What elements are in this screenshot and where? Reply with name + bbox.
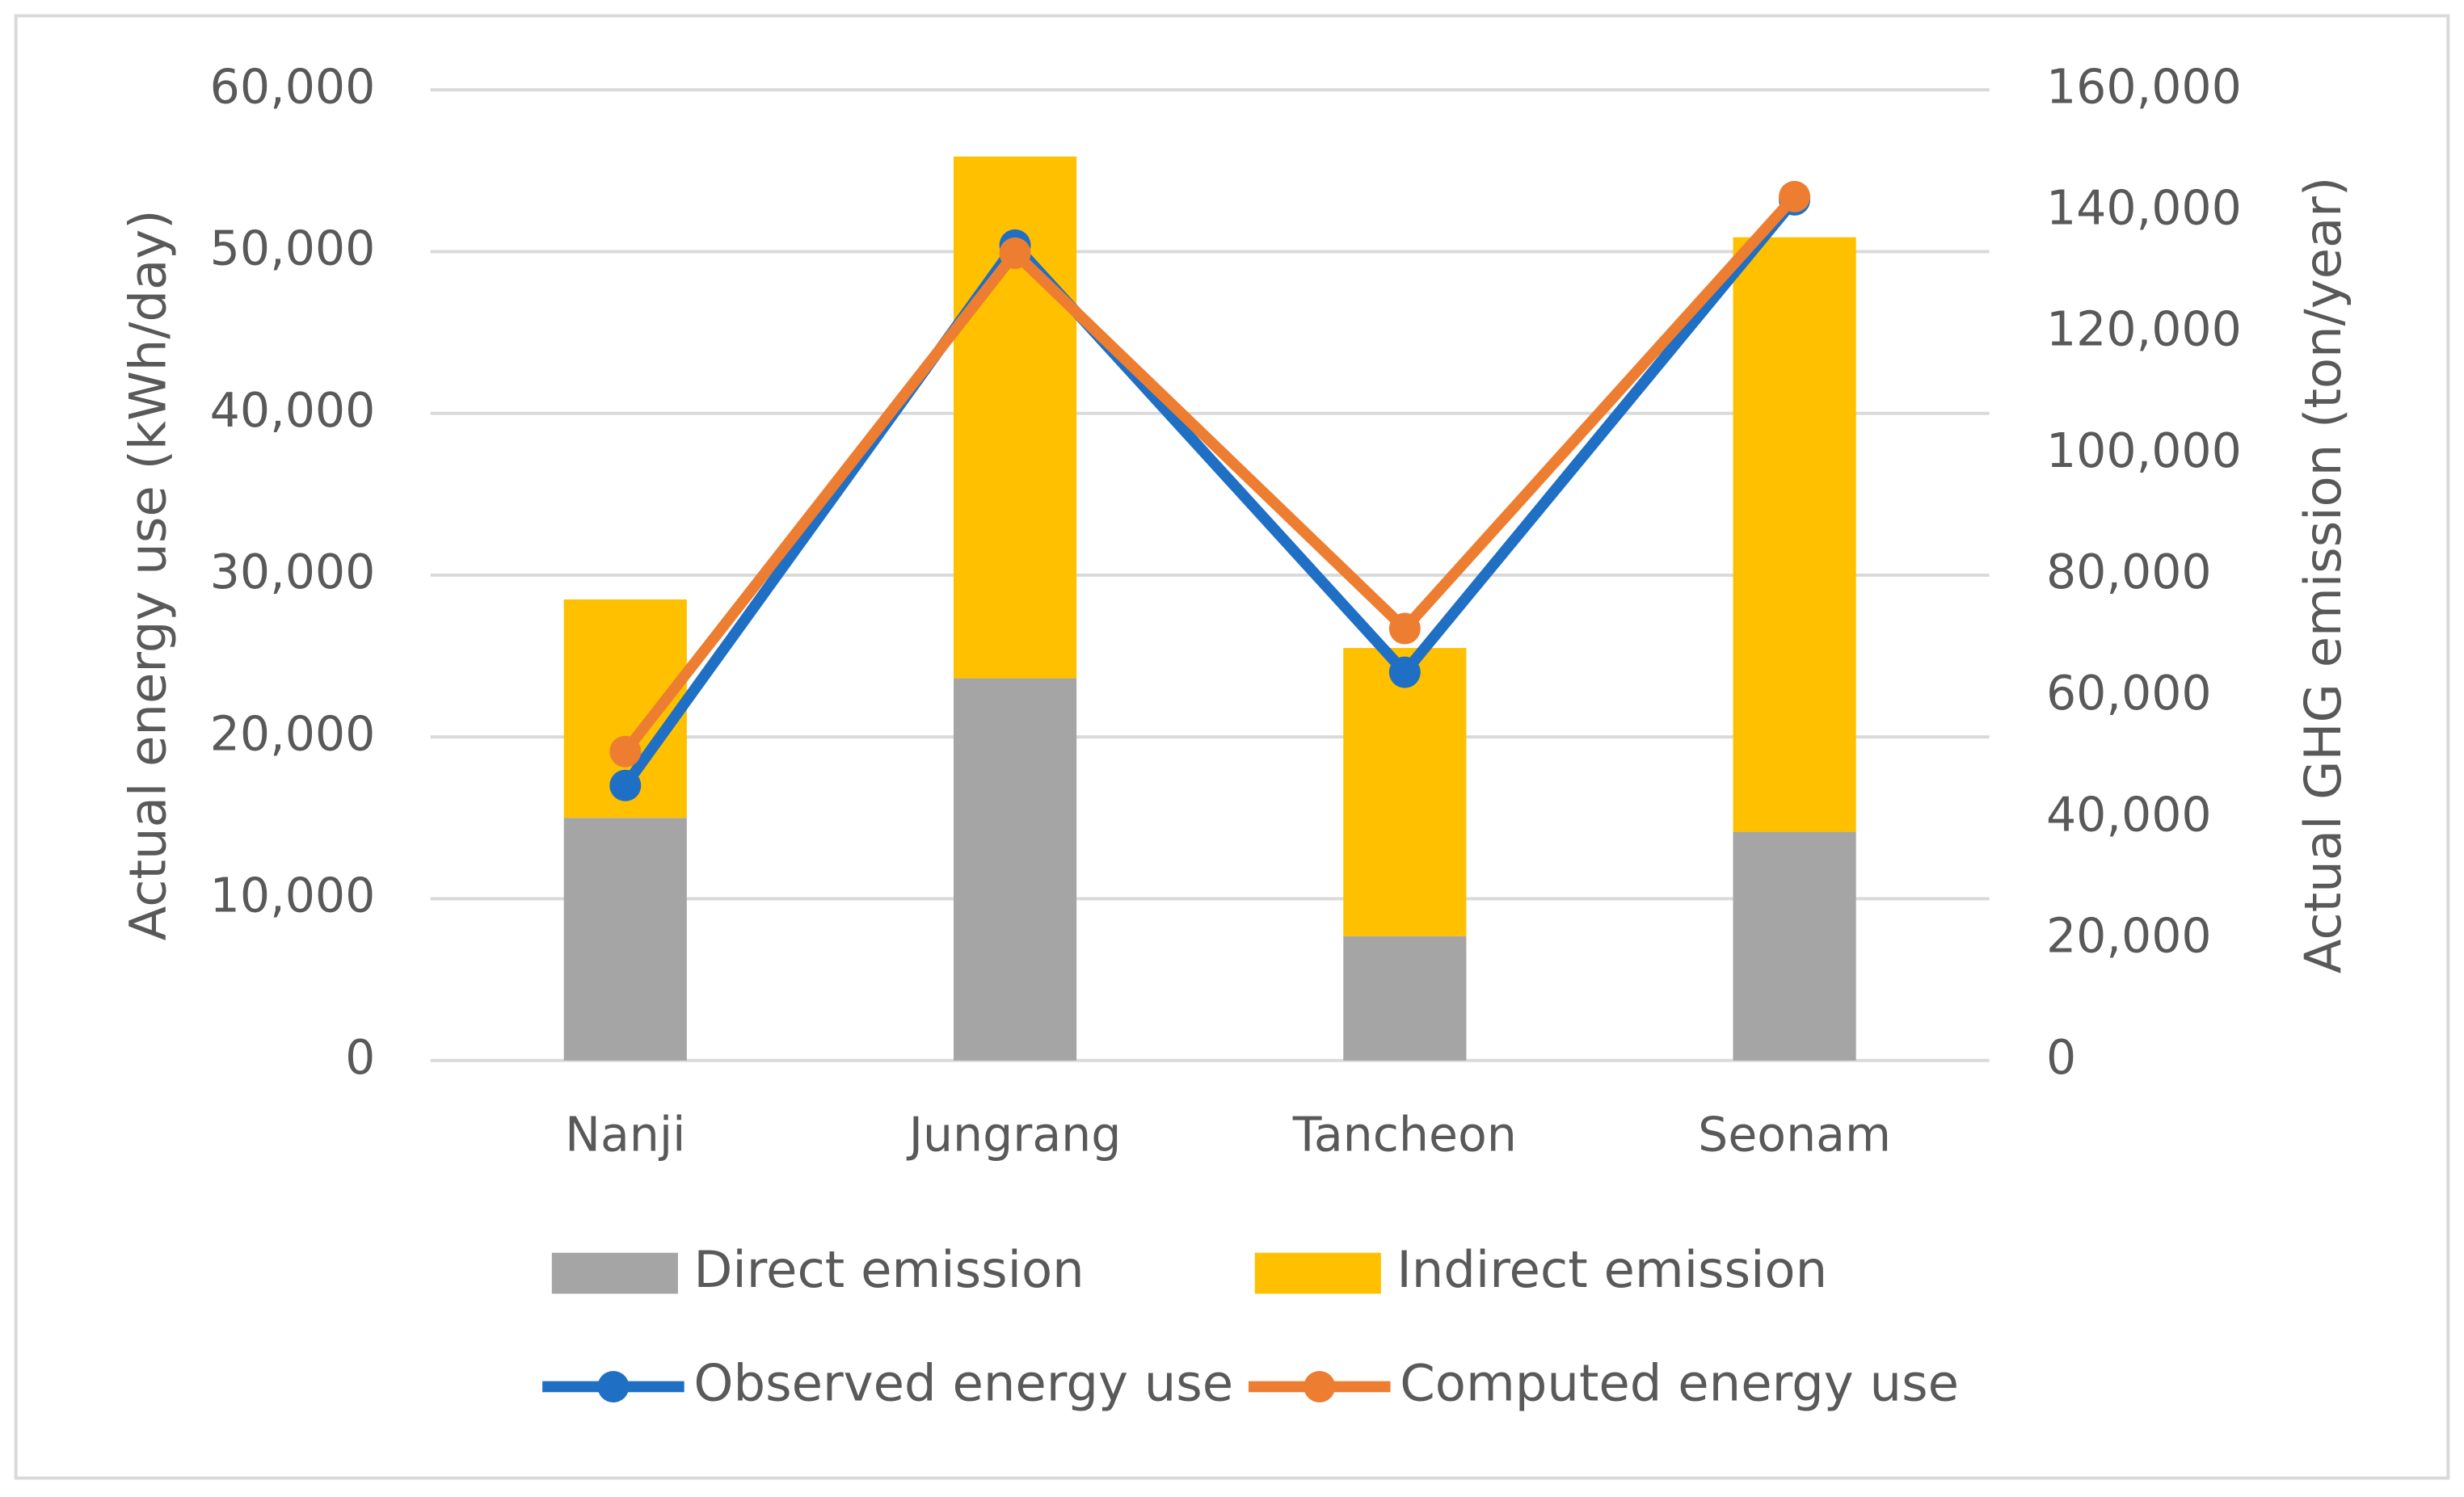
y-tick-label: 40,000 [210, 383, 376, 438]
legend-swatch [1254, 1252, 1381, 1294]
legend-marker [597, 1370, 630, 1402]
bar [1733, 237, 1856, 832]
legend-swatch [551, 1252, 678, 1294]
y-tick-label: 50,000 [210, 221, 376, 276]
y-tick-label: 0 [345, 1030, 375, 1085]
line-marker [1388, 612, 1421, 645]
y-axis-title: Actual energy use (kWh/day) [118, 210, 177, 941]
line [621, 196, 1799, 789]
legend-marker [1304, 1370, 1336, 1402]
bar [1343, 648, 1467, 936]
bar [1343, 936, 1467, 1061]
line-marker [1779, 180, 1811, 212]
bar [953, 678, 1077, 1061]
y-tick-label: 30,000 [210, 545, 376, 599]
x-tick-label: Tancheon [1292, 1107, 1517, 1162]
y2-tick-label: 140,000 [2046, 180, 2242, 235]
y2-tick-label: 100,000 [2046, 423, 2242, 478]
y-tick-label: 10,000 [210, 868, 376, 923]
bar [1733, 831, 1856, 1061]
legend-label: Indirect emission [1396, 1240, 1827, 1299]
line [621, 192, 1799, 755]
y2-tick-label: 160,000 [2046, 59, 2242, 114]
y2-axis-title: Actual GHG emission (ton/year) [2293, 177, 2352, 973]
y2-tick-label: 40,000 [2046, 787, 2212, 842]
y2-tick-label: 80,000 [2046, 545, 2212, 599]
y2-tick-label: 60,000 [2046, 666, 2212, 721]
x-tick-label: Seonam [1698, 1107, 1891, 1162]
line-marker [999, 237, 1031, 269]
y-tick-label: 20,000 [210, 706, 376, 761]
y-tick-label: 60,000 [210, 59, 376, 114]
line-marker [609, 735, 642, 767]
y2-tick-label: 0 [2046, 1030, 2076, 1085]
y2-tick-label: 120,000 [2046, 302, 2242, 357]
bar [563, 818, 687, 1061]
chart-border [14, 14, 2450, 1480]
legend-label: Direct emission [693, 1240, 1084, 1299]
line-marker [1388, 656, 1421, 688]
legend-label: Computed energy use [1400, 1354, 1959, 1413]
x-tick-label: Jungrang [906, 1107, 1122, 1162]
legend-label: Observed energy use [693, 1354, 1233, 1413]
x-tick-label: Nanji [565, 1107, 685, 1162]
line-marker [609, 769, 642, 801]
y2-tick-label: 20,000 [2046, 909, 2212, 964]
